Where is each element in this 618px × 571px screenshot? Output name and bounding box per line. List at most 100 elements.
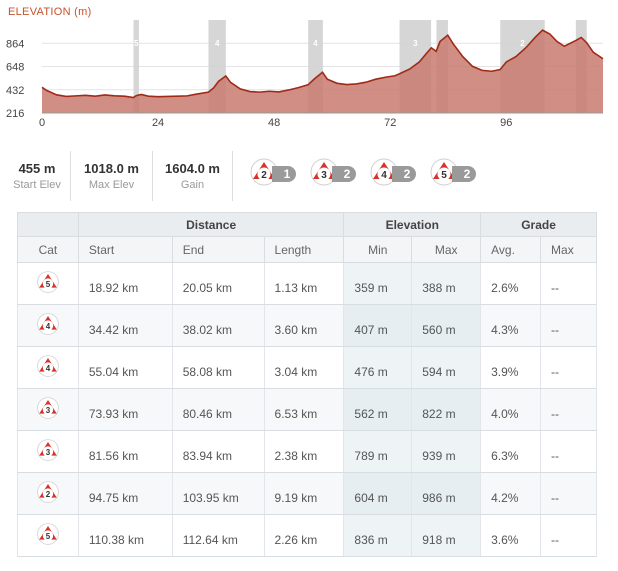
summary-stats: 455 m Start Elev 1018.0 m Max Elev 1604.…	[4, 151, 233, 201]
cell-cat: 5	[17, 262, 79, 305]
cell-min: 604 m	[343, 472, 413, 515]
cell-cat: 3	[17, 430, 79, 473]
col-max[interactable]: Max	[411, 236, 482, 263]
cell-end: 80.46 km	[171, 388, 265, 431]
cell-length: 3.04 km	[263, 346, 345, 389]
cell-cat: 4	[17, 304, 79, 347]
cell-cat: 2	[17, 472, 79, 515]
cell-end: 112.64 km	[171, 514, 265, 557]
cell-grade-max: --	[540, 262, 597, 305]
category-count-value: 2	[452, 166, 476, 182]
climb-category-icon: 5	[37, 271, 59, 293]
x-tick-label: 0	[39, 117, 45, 129]
climb-category-icon: 5	[430, 158, 458, 186]
table-row[interactable]: 5 110.38 km 112.64 km 2.26 km 836 m 918 m 3.6%…	[17, 514, 597, 557]
col-length[interactable]: Length	[263, 236, 345, 263]
climb-category-icon: 3	[37, 397, 59, 419]
table-group-header: Distance Elevation Grade	[17, 212, 597, 237]
table-row[interactable]: 2 94.75 km 103.95 km 9.19 km 604 m 986 m 4.2% -…	[17, 472, 597, 515]
chart-title-text: ELEVATION	[8, 6, 71, 18]
stat-value: 1018.0 m	[84, 161, 139, 176]
col-start[interactable]: Start	[77, 236, 173, 263]
cell-grade-max: --	[540, 430, 597, 473]
climbs-table: Distance Elevation Grade Cat Start End L…	[17, 212, 597, 557]
cell-min: 476 m	[343, 346, 413, 389]
cell-length: 3.60 km	[263, 304, 345, 347]
row-cat-number: 5	[46, 280, 51, 289]
col-avg[interactable]: Avg.	[480, 236, 542, 263]
group-grade: Grade	[480, 212, 597, 237]
cell-max: 560 m	[411, 304, 482, 347]
stat-label: Start Elev	[13, 179, 61, 191]
x-tick-label: 96	[500, 117, 512, 129]
category-count-4[interactable]: 4 2	[370, 157, 430, 193]
cell-max: 918 m	[411, 514, 482, 557]
table-row[interactable]: 3 81.56 km 83.94 km 2.38 km 789 m 939 m 6.3% --	[17, 430, 597, 473]
cell-avg: 2.6%	[480, 262, 542, 305]
climb-category-icon: 3	[37, 439, 59, 461]
category-count-2[interactable]: 2 1	[250, 157, 310, 193]
col-grade-max[interactable]: Max	[540, 236, 597, 263]
y-tick-label: 648	[6, 62, 24, 74]
table-row[interactable]: 5 18.92 km 20.05 km 1.13 km 359 m 388 m 2.6% --	[17, 262, 597, 305]
stat-start-elev: 455 m Start Elev	[4, 151, 71, 201]
climb-band-label: 4	[215, 39, 220, 48]
cell-avg: 4.2%	[480, 472, 542, 515]
col-min[interactable]: Min	[343, 236, 413, 263]
row-cat-number: 5	[46, 532, 51, 541]
table-row[interactable]: 4 55.04 km 58.08 km 3.04 km 476 m 594 m 3.9% --	[17, 346, 597, 389]
cell-grade-max: --	[540, 388, 597, 431]
elevation-chart[interactable]: 5443325864648432216024487296	[0, 18, 618, 130]
stat-label: Max Elev	[88, 179, 135, 191]
climb-category-icon: 4	[370, 158, 398, 186]
cell-length: 6.53 km	[263, 388, 345, 431]
cell-start: 73.93 km	[77, 388, 173, 431]
y-tick-label: 432	[6, 85, 24, 97]
x-tick-label: 24	[152, 117, 164, 129]
category-count-5[interactable]: 5 2	[430, 157, 490, 193]
cell-end: 103.95 km	[171, 472, 265, 515]
cell-max: 594 m	[411, 346, 482, 389]
cell-start: 81.56 km	[77, 430, 173, 473]
stat-gain: 1604.0 m Gain	[153, 151, 233, 201]
category-count-3[interactable]: 3 2	[310, 157, 370, 193]
x-tick-label: 72	[384, 117, 396, 129]
elevation-area	[42, 30, 603, 113]
cell-start: 18.92 km	[77, 262, 173, 305]
table-row[interactable]: 3 73.93 km 80.46 km 6.53 km 562 m 822 m 4.0% --	[17, 388, 597, 431]
category-number: 5	[441, 170, 447, 181]
col-cat[interactable]: Cat	[17, 236, 79, 263]
category-count-value: 1	[272, 166, 296, 182]
col-end[interactable]: End	[171, 236, 265, 263]
cell-grade-max: --	[540, 514, 597, 557]
category-number: 4	[381, 170, 387, 181]
category-number: 2	[261, 170, 267, 181]
cell-max: 939 m	[411, 430, 482, 473]
row-cat-number: 2	[46, 490, 51, 499]
climb-category-icon: 4	[37, 355, 59, 377]
climb-band-label: 3	[413, 39, 418, 48]
cell-max: 822 m	[411, 388, 482, 431]
climb-band-label: 2	[520, 39, 525, 48]
cell-start: 55.04 km	[77, 346, 173, 389]
cell-min: 562 m	[343, 388, 413, 431]
category-count-value: 2	[332, 166, 356, 182]
cell-min: 836 m	[343, 514, 413, 557]
cell-length: 2.26 km	[263, 514, 345, 557]
table-row[interactable]: 4 34.42 km 38.02 km 3.60 km 407 m 560 m 4.3% --	[17, 304, 597, 347]
climb-band-label: 4	[313, 39, 318, 48]
cell-end: 38.02 km	[171, 304, 265, 347]
category-number: 3	[321, 170, 327, 181]
cell-cat: 4	[17, 346, 79, 389]
climb-category-icon: 2	[37, 481, 59, 503]
row-cat-number: 3	[46, 448, 51, 457]
climb-category-icon: 2	[250, 158, 278, 186]
cell-min: 407 m	[343, 304, 413, 347]
climb-band	[133, 20, 139, 113]
cell-length: 1.13 km	[263, 262, 345, 305]
stat-value: 455 m	[18, 161, 56, 176]
stat-value: 1604.0 m	[165, 161, 220, 176]
row-cat-number: 4	[46, 322, 51, 331]
cell-grade-max: --	[540, 472, 597, 515]
cell-max: 388 m	[411, 262, 482, 305]
